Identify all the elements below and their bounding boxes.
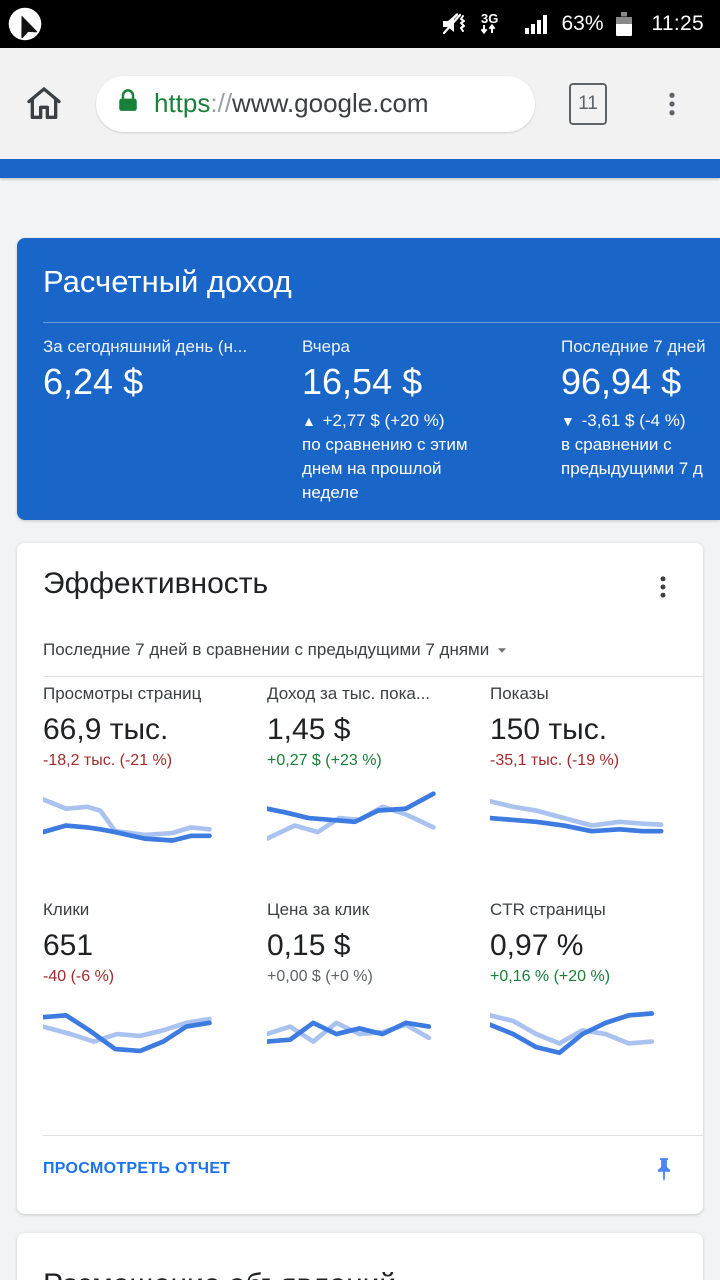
svg-text:3G: 3G <box>481 11 498 26</box>
